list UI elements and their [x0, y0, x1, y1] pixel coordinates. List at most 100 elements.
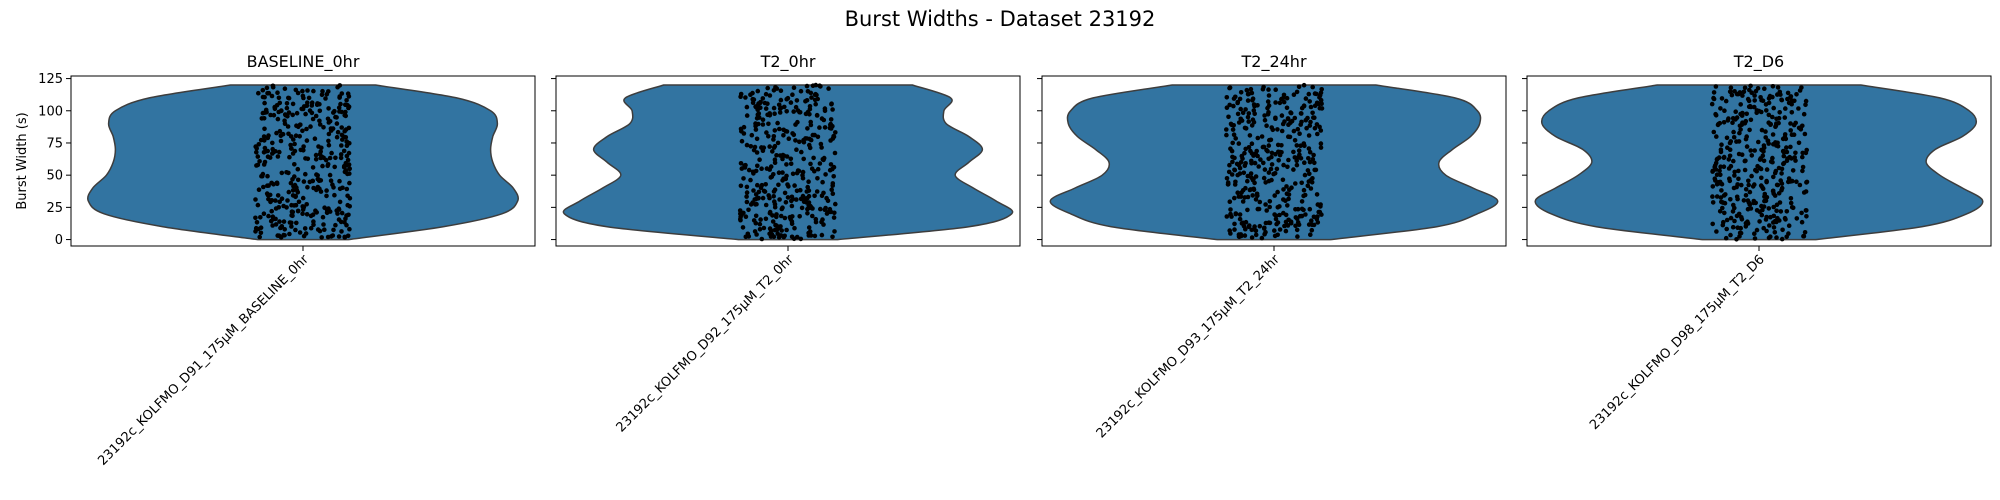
data-point: [1277, 227, 1283, 232]
data-point: [1250, 97, 1255, 103]
data-point: [326, 138, 331, 144]
data-point: [761, 188, 767, 194]
data-point: [308, 213, 314, 219]
data-point: [1741, 89, 1747, 95]
data-point: [297, 134, 303, 139]
data-point: [343, 113, 349, 119]
data-point: [1311, 115, 1316, 120]
data-point: [264, 110, 269, 115]
data-point: [1789, 101, 1794, 107]
data-point: [1771, 174, 1776, 180]
data-point: [738, 217, 743, 223]
data-point: [1779, 171, 1784, 176]
data-point: [1233, 94, 1238, 100]
data-point: [1298, 111, 1304, 116]
data-point: [822, 108, 828, 114]
data-point: [1789, 110, 1795, 115]
data-point: [255, 162, 261, 168]
data-point: [744, 184, 750, 190]
data-point: [1243, 107, 1248, 112]
data-point: [778, 224, 783, 229]
data-point: [804, 200, 809, 205]
data-point: [771, 194, 776, 199]
data-point: [1257, 199, 1263, 205]
violin-body: [87, 84, 519, 241]
data-point: [282, 121, 288, 126]
data-point: [1765, 138, 1771, 143]
data-point: [265, 91, 270, 96]
data-point: [1784, 234, 1789, 240]
data-point: [761, 225, 767, 231]
data-point: [337, 94, 343, 99]
data-point: [1295, 126, 1301, 132]
data-point: [1747, 189, 1753, 195]
data-point: [1273, 115, 1278, 121]
data-point: [751, 188, 756, 193]
data-point: [1779, 181, 1785, 186]
data-point: [1771, 204, 1776, 210]
data-point: [1258, 157, 1263, 162]
data-point: [801, 137, 806, 143]
data-point: [797, 214, 802, 219]
data-point: [1294, 162, 1300, 168]
data-point: [776, 235, 782, 240]
data-point: [1266, 143, 1272, 148]
data-point: [1719, 188, 1724, 193]
data-point: [1248, 171, 1254, 176]
data-point: [819, 145, 824, 150]
data-point: [1294, 227, 1300, 233]
data-point: [1267, 204, 1272, 210]
data-point: [798, 236, 804, 242]
data-point: [1243, 146, 1248, 152]
panel-title: T2_0hr: [760, 52, 816, 72]
violin-body: [1534, 84, 1984, 241]
data-point: [1794, 92, 1799, 97]
data-point: [1800, 123, 1805, 129]
data-point: [1307, 206, 1313, 212]
data-point: [1801, 111, 1807, 117]
data-point: [1760, 186, 1766, 191]
data-point: [810, 206, 815, 211]
data-point: [1233, 136, 1238, 141]
data-point: [771, 145, 777, 150]
data-point: [1301, 207, 1306, 213]
data-point: [767, 111, 772, 116]
data-point: [320, 88, 325, 94]
data-point: [812, 193, 817, 199]
data-point: [1284, 105, 1290, 111]
data-point: [1728, 163, 1734, 169]
data-point: [809, 95, 814, 100]
data-point: [798, 88, 804, 94]
data-point: [1230, 159, 1235, 165]
data-point: [1752, 104, 1757, 110]
data-point: [753, 213, 759, 219]
data-point: [1282, 119, 1287, 124]
data-point: [1786, 223, 1792, 228]
data-point: [319, 92, 325, 98]
data-point: [345, 91, 351, 96]
data-point: [1268, 137, 1274, 143]
data-point: [1310, 84, 1315, 90]
data-point: [806, 233, 812, 238]
data-point: [766, 134, 771, 139]
data-point: [1224, 127, 1229, 132]
data-point: [783, 128, 789, 134]
data-point: [1230, 127, 1236, 132]
data-point: [1717, 168, 1722, 173]
data-point: [1737, 234, 1742, 239]
data-point: [1273, 213, 1279, 219]
data-point: [1292, 155, 1298, 160]
data-point: [338, 101, 343, 107]
data-point: [818, 206, 823, 212]
data-point: [1247, 133, 1253, 138]
data-point: [272, 106, 278, 112]
data-point: [277, 219, 282, 224]
data-point: [757, 115, 762, 120]
data-point: [1760, 153, 1766, 158]
data-point: [828, 122, 833, 128]
data-point: [337, 186, 343, 192]
data-point: [1730, 116, 1736, 121]
data-point: [757, 157, 762, 162]
data-point: [1749, 153, 1755, 158]
data-point: [331, 227, 336, 233]
